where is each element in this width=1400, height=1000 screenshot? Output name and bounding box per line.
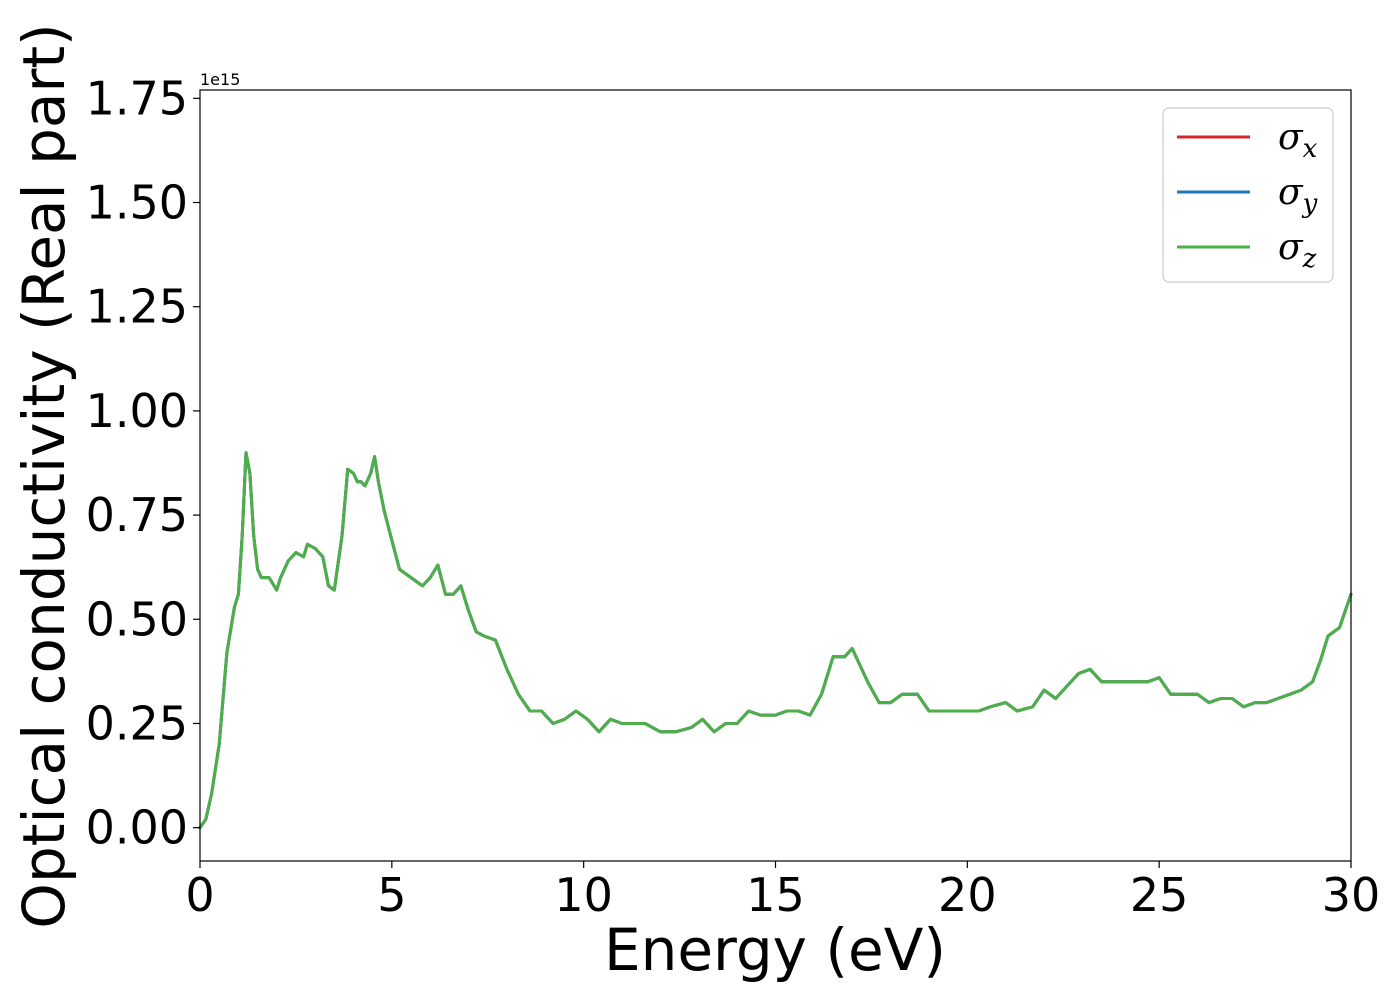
x-tick-label: 25 [1130,868,1189,922]
y-tick-label: 1.00 [86,384,188,438]
legend-label-y: σy [1278,172,1318,219]
legend-label-x: σx [1278,117,1318,164]
x-tick-label: 0 [185,868,214,922]
series-line-y [198,451,1353,830]
legend-box [1162,107,1334,283]
y-axis: 0.00 0.25 0.50 0.75 1.00 1.25 1.50 1.75 [86,71,200,855]
x-tick-label: 15 [746,868,805,922]
y-tick-label: 0.75 [86,488,188,542]
y-offset-label: 1e15 [200,70,240,89]
x-tick-label: 5 [377,868,406,922]
x-tick-label: 10 [554,868,613,922]
x-axis-label: Energy (eV) [604,916,946,984]
y-tick-label: 0.25 [86,696,188,750]
x-axis: 0 5 10 15 20 25 30 [185,861,1380,922]
y-axis-label: Optical conductivity (Real part) [10,23,78,928]
x-tick-label: 20 [938,868,997,922]
series-layer [198,451,1353,830]
y-tick-label: 1.50 [86,176,188,230]
series-line-x [198,451,1353,830]
y-tick-label: 0.50 [86,592,188,646]
y-tick-label: 1.75 [86,71,188,125]
y-tick-label: 1.25 [86,280,188,334]
series-line-z [198,451,1353,830]
x-tick-label: 30 [1322,868,1381,922]
y-tick-label: 0.00 [86,801,188,855]
